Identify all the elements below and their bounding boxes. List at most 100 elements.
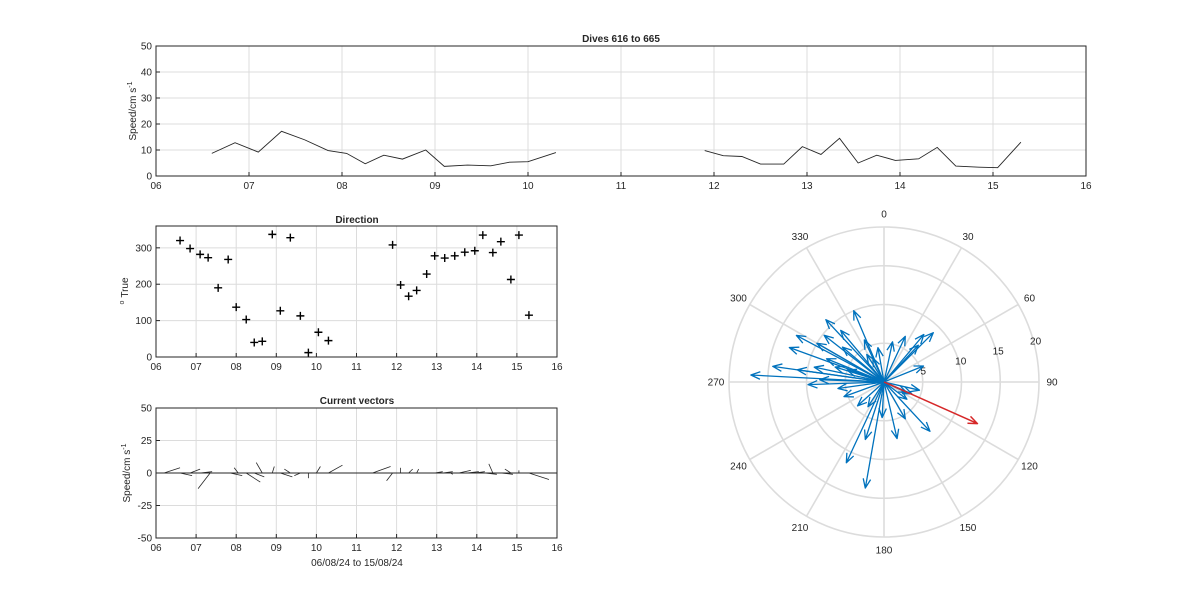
current-vector <box>197 472 211 489</box>
speed-ylabel-sup: -1 <box>127 81 134 87</box>
vectors-ytick-label: 0 <box>146 469 152 480</box>
current-vector <box>200 471 213 474</box>
speed-xtick-label: 13 <box>801 181 813 192</box>
speed-xtick-label: 06 <box>150 181 162 192</box>
direction-point <box>422 270 431 279</box>
direction-point <box>470 246 479 255</box>
compass-angle-label: 120 <box>1021 462 1038 473</box>
direction-xtick-label: 16 <box>551 362 563 373</box>
direction-point <box>514 231 523 240</box>
vectors-xtick-label: 07 <box>191 543 203 554</box>
direction-xtick-label: 14 <box>471 362 483 373</box>
direction-panel: Direction o True 06 07 08 09 10 11 12 13 14 15 16 0 1… <box>119 215 563 373</box>
compass-vector-arrow <box>856 381 885 407</box>
direction-point <box>488 248 497 257</box>
vectors-xtick-label: 12 <box>391 543 403 554</box>
compass-vector-arrow <box>837 381 885 392</box>
direction-point <box>286 233 295 242</box>
compass-spoke <box>749 381 885 461</box>
direction-point <box>314 328 323 337</box>
speed-xtick-label: 12 <box>708 181 720 192</box>
direction-axes-box <box>155 225 558 358</box>
speed-xtick-label: 08 <box>336 181 348 192</box>
vectors-ytick-label: 25 <box>141 436 153 447</box>
direction-ylabel-prefix: o <box>119 301 126 305</box>
compass-angle-label: 60 <box>1024 294 1036 305</box>
current-vector <box>189 468 201 474</box>
current-vector <box>504 468 512 474</box>
compass-vector-arrow <box>772 363 885 383</box>
speed-ytick-label: 10 <box>141 146 153 157</box>
direction-point <box>450 251 459 260</box>
speed-xtick-label: 10 <box>522 181 534 192</box>
compass-vector-arrow <box>883 381 931 432</box>
speed-series-line <box>704 137 1022 169</box>
direction-point <box>496 237 505 246</box>
compass-angle-label: 270 <box>708 378 725 389</box>
direction-point <box>196 250 205 259</box>
compass-angle-label: 330 <box>792 232 809 243</box>
direction-xtick-label: 06 <box>150 362 162 373</box>
direction-point <box>324 336 333 345</box>
direction-point <box>232 303 241 312</box>
current-vector <box>294 472 301 476</box>
compass-vector-arrow <box>872 357 885 383</box>
compass-spoke <box>883 303 1019 383</box>
direction-point <box>250 338 259 347</box>
compass-vector-arrow <box>883 365 925 383</box>
speed-xtick-label: 07 <box>243 181 255 192</box>
compass-vector-arrow <box>878 381 887 419</box>
direction-xtick-label: 08 <box>231 362 243 373</box>
vectors-ytick-label: -25 <box>138 501 153 512</box>
speed-xtick-label: 14 <box>894 181 906 192</box>
speed-xtick-label: 11 <box>616 181 627 192</box>
compass-vector-arrow <box>845 381 885 464</box>
direction-ylabel-text: True <box>120 277 131 298</box>
current-vector <box>163 467 181 474</box>
direction-point <box>276 306 285 315</box>
current-vector <box>246 472 261 483</box>
vectors-xtick-label: 14 <box>471 543 483 554</box>
current-vector <box>386 472 393 482</box>
compass-vector-arrow <box>841 346 885 383</box>
direction-ytick-label: 200 <box>135 280 152 291</box>
direction-xtick-label: 13 <box>431 362 443 373</box>
compass-vector-arrow <box>816 342 885 383</box>
compass-angle-label: 150 <box>960 523 977 534</box>
direction-point <box>412 286 421 295</box>
compass-vector-arrow <box>867 381 885 408</box>
current-vector <box>271 466 275 474</box>
compass-vector-arrow <box>862 381 885 489</box>
direction-point <box>506 275 515 284</box>
speed-ytick-label: 50 <box>141 42 153 53</box>
direction-point <box>524 311 533 320</box>
compass-angle-label: 90 <box>1046 378 1058 389</box>
compass-spoke <box>883 381 1019 461</box>
compass-angle-label: 240 <box>730 462 747 473</box>
compass-vector-arrow <box>866 353 885 383</box>
current-vector <box>233 467 239 474</box>
compass-panel: 0 30 60 90 120 150 180 210 240 270 300 330 5 10 15 20 <box>708 210 1058 557</box>
direction-ytick-label: 300 <box>135 243 152 254</box>
current-vector <box>408 468 413 474</box>
vectors-xtick-label: 15 <box>511 543 523 554</box>
vectors-xtick-label: 09 <box>271 543 283 554</box>
compass-angle-label: 180 <box>876 546 893 557</box>
direction-xtick-label: 10 <box>311 362 323 373</box>
direction-panel-title: Direction <box>335 215 378 226</box>
speed-ylabel-text: Speed/cm s <box>128 88 139 141</box>
compass-mean-arrow <box>883 381 979 425</box>
direction-point <box>460 248 469 257</box>
speed-xtick-label: 09 <box>429 181 441 192</box>
direction-xtick-label: 15 <box>511 362 523 373</box>
compass-radial-label: 5 <box>921 366 927 377</box>
speed-xtick-label: 16 <box>1080 181 1092 192</box>
current-vector <box>328 464 343 474</box>
compass-angle-label: 300 <box>730 294 747 305</box>
vectors-panel: Current vectors Speed/cm s-1 06/08/24 to… <box>121 396 563 569</box>
vectors-axes-box <box>155 407 558 539</box>
compass-angle-label: 210 <box>792 523 809 534</box>
compass-spoke <box>805 247 885 383</box>
direction-point <box>268 230 277 239</box>
current-vector <box>450 472 453 475</box>
